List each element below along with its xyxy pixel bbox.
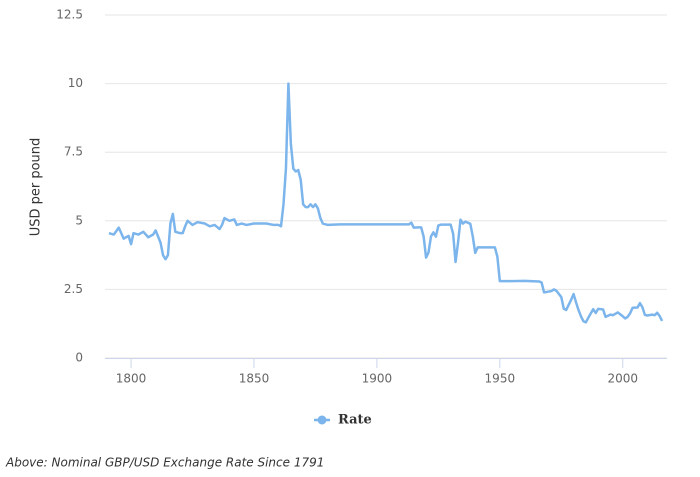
legend-marker [317,415,327,425]
y-tick-label: 2.5 [64,282,83,296]
x-tick-label: 2000 [607,372,638,386]
data-line [108,82,664,324]
legend-label: Rate [338,413,372,428]
x-tick-label: 1900 [362,372,393,386]
y-axis-label: USD per pound [29,138,44,237]
caption: Above: Nominal GBP/USD Exchange Rate Sin… [5,456,324,470]
x-tick-label: 1850 [239,372,270,386]
y-tick-label: 10 [68,76,83,90]
y-tick-label: 5 [75,213,83,227]
x-tick-label: 1950 [485,372,516,386]
y-tick-label: 7.5 [64,145,83,159]
y-tick-label: 12.5 [56,8,83,22]
x-tick-label: 1800 [116,372,147,386]
y-tick-label: 0 [75,351,83,365]
